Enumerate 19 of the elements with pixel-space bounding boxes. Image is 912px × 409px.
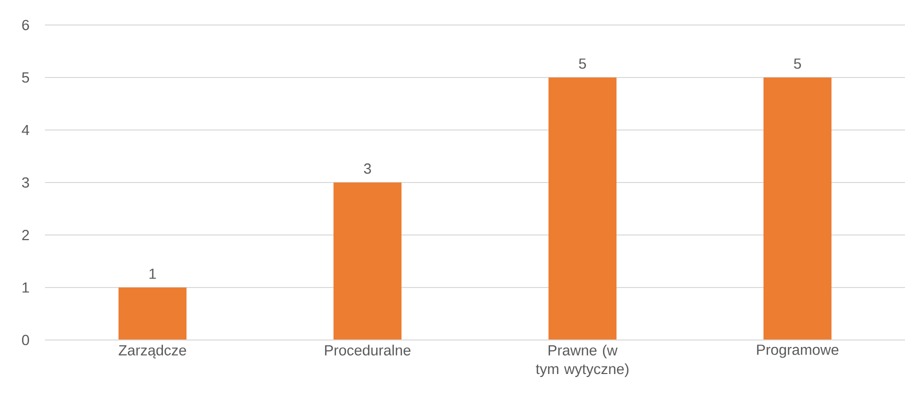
- y-tick-label: 6: [22, 20, 29, 30]
- data-label: 5: [794, 58, 801, 69]
- x-tick-label: Zarządcze: [118, 344, 186, 358]
- bar: [118, 287, 187, 340]
- x-tick-label: Proceduralne: [325, 344, 410, 356]
- y-tick-label: 0: [22, 334, 30, 346]
- y-tick-label: 2: [22, 230, 29, 240]
- x-tick-label: Prawne (w tym wytyczne): [536, 344, 628, 378]
- y-tick-label: 5: [22, 72, 30, 83]
- y-tick-label: 4: [22, 124, 30, 136]
- data-label: 3: [364, 163, 371, 174]
- x-tick-label: Programowe: [757, 344, 838, 358]
- bar: [548, 77, 616, 340]
- y-tick-label: 1: [22, 282, 29, 293]
- data-label: 5: [579, 58, 586, 69]
- bar: [764, 77, 832, 340]
- y-tick-label: 3: [22, 177, 29, 188]
- bar: [334, 182, 402, 340]
- data-label: 1: [150, 268, 156, 279]
